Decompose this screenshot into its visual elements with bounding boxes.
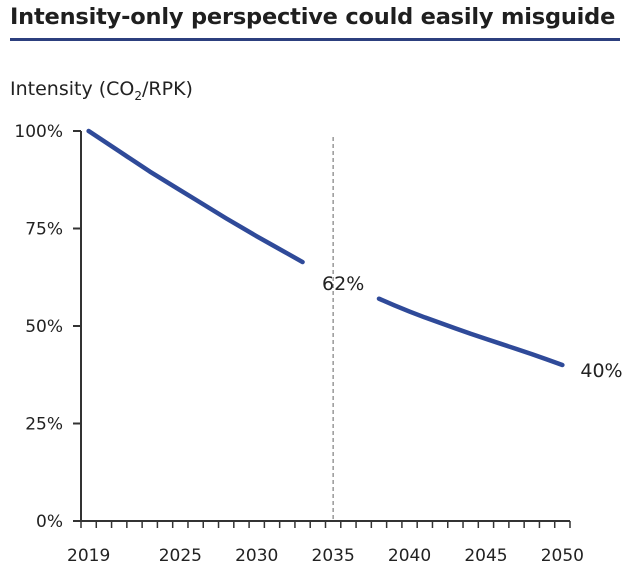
x-tick-label: 2035 bbox=[312, 546, 355, 566]
data-label-62pct: 62% bbox=[322, 273, 364, 295]
data-label-40pct: 40% bbox=[580, 360, 622, 382]
y-axis-label: Intensity (CO2/RPK) bbox=[10, 78, 193, 103]
y-label-subscript: 2 bbox=[134, 88, 143, 103]
title-underline bbox=[10, 38, 620, 41]
x-tick-label: 2030 bbox=[235, 546, 278, 566]
series-line-segment-1 bbox=[86, 128, 305, 265]
x-tick-label: 2050 bbox=[541, 546, 584, 566]
x-tick-label: 2040 bbox=[388, 546, 431, 566]
x-tick-label: 2019 bbox=[67, 546, 110, 566]
y-tick-label: 75% bbox=[25, 220, 63, 240]
series-line-segment-2 bbox=[376, 296, 565, 368]
y-tick-label: 50% bbox=[25, 317, 63, 337]
y-tick-label: 100% bbox=[14, 122, 63, 142]
x-tick-label: 2045 bbox=[464, 546, 507, 566]
chart-title: Intensity-only perspective could easily … bbox=[10, 4, 616, 30]
y-label-prefix: Intensity (CO bbox=[10, 78, 135, 100]
y-tick-label: 0% bbox=[36, 512, 63, 532]
x-tick-label: 2025 bbox=[159, 546, 202, 566]
y-label-suffix: /RPK) bbox=[142, 78, 193, 100]
y-tick-label: 25% bbox=[25, 415, 63, 435]
